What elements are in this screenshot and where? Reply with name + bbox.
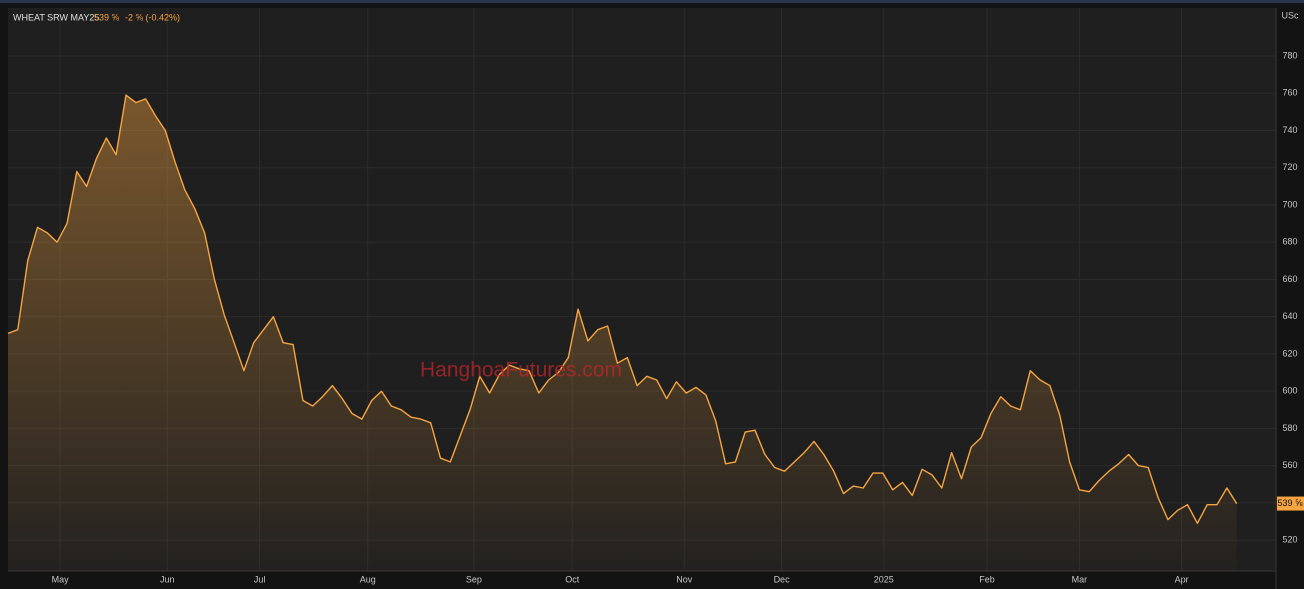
last-price-label: 539 ⅝ — [1277, 498, 1303, 508]
labels: 5205405605806006206406606807007207407607… — [52, 50, 1304, 584]
x-tick-label: Sep — [466, 574, 482, 584]
y-tick-label: 580 — [1282, 423, 1297, 433]
last-price-tag — [1277, 496, 1304, 511]
x-tick-label: Dec — [774, 574, 791, 584]
x-tick-label: Nov — [676, 574, 693, 584]
x-tick-label: 2025 — [874, 574, 894, 584]
x-tick-label: May — [52, 574, 70, 584]
y-tick-label: 720 — [1282, 162, 1297, 172]
y-tick-label: 740 — [1282, 125, 1297, 135]
y-tick-label: 560 — [1282, 460, 1297, 470]
marks — [7, 94, 1238, 571]
x-tick-label: Mar — [1072, 574, 1088, 584]
x-tick-label: Jun — [160, 574, 175, 584]
x-tick-label: Feb — [979, 574, 995, 584]
x-tick-label: Aug — [360, 574, 376, 584]
top-border — [0, 0, 1304, 3]
y-tick-label: 760 — [1282, 88, 1297, 98]
change: -2 ⅝ (-0.42%) — [125, 12, 180, 22]
y-tick-label: 600 — [1282, 386, 1297, 396]
y-tick-label: 700 — [1282, 199, 1297, 209]
y-tick-label: 660 — [1282, 274, 1297, 284]
watermark: HanghoaFutures.com — [420, 359, 622, 382]
x-tick-label: Apr — [1175, 574, 1189, 584]
y-tick-label: 620 — [1282, 348, 1297, 358]
y-tick-label: 780 — [1282, 50, 1297, 60]
y-tick-label: 640 — [1282, 311, 1297, 321]
price: 539 ⅝ — [94, 12, 120, 22]
y-tick-label: 520 — [1282, 534, 1297, 544]
chart-title: WHEAT SRW MAY25 — [13, 12, 99, 22]
area — [8, 95, 1237, 571]
y-tick-label: 680 — [1282, 237, 1297, 247]
line — [7, 94, 1238, 524]
x-tick-label: Oct — [565, 574, 580, 584]
x-tick-label: Jul — [254, 574, 266, 584]
currency: USc — [1281, 10, 1299, 20]
